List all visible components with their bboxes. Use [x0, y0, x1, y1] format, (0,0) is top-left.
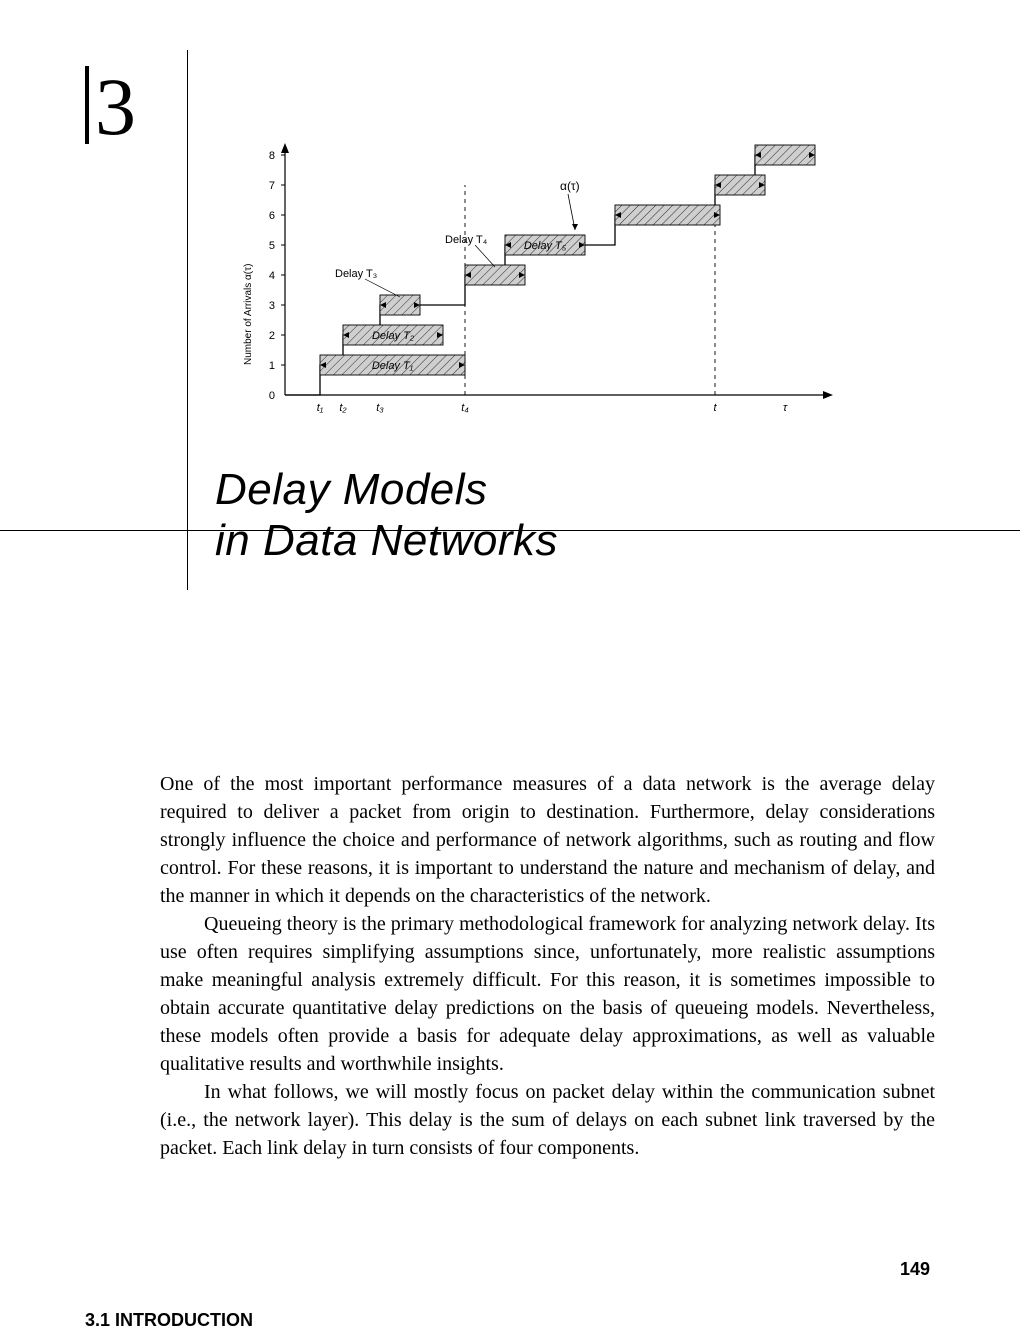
page-number: 149 — [900, 1259, 930, 1280]
svg-text:Delay T₂: Delay T₂ — [372, 330, 415, 342]
chapter-number-text: 3 — [95, 61, 136, 152]
svg-text:8: 8 — [269, 150, 275, 162]
chapter-title-line1: Delay Models — [215, 465, 488, 514]
paragraph-3: In what follows, we will mostly focus on… — [160, 1078, 935, 1162]
body-text: One of the most important performance me… — [160, 770, 935, 1162]
svg-text:t₃: t₃ — [376, 402, 384, 414]
svg-text:Delay T₁: Delay T₁ — [372, 360, 414, 372]
svg-text:Delay T₃: Delay T₃ — [335, 268, 377, 280]
chapter-title-line2: in Data Networks — [215, 516, 558, 565]
chapter-title: Delay Models in Data Networks — [215, 465, 558, 566]
arrivals-chart: 0 1 2 3 4 5 6 7 8 Delay T₁ Delay T₂ Delay T₃ Delay T… — [225, 135, 845, 425]
paragraph-2: Queueing theory is the primary methodolo… — [160, 910, 935, 1078]
section-heading: 3.1 INTRODUCTION — [85, 1310, 253, 1331]
svg-text:t₄: t₄ — [461, 402, 468, 414]
svg-text:1: 1 — [269, 360, 275, 372]
svg-text:2: 2 — [269, 330, 275, 342]
svg-text:7: 7 — [269, 180, 275, 192]
paragraph-1: One of the most important performance me… — [160, 770, 935, 910]
svg-text:6: 6 — [269, 210, 275, 222]
svg-text:α(τ): α(τ) — [560, 179, 580, 193]
svg-text:0: 0 — [269, 390, 275, 402]
svg-text:τ: τ — [783, 402, 788, 414]
svg-text:t: t — [713, 402, 717, 414]
svg-text:t₂: t₂ — [339, 402, 347, 414]
svg-text:Delay T₄: Delay T₄ — [445, 234, 488, 246]
horizontal-rule — [0, 530, 1020, 531]
svg-text:3: 3 — [269, 300, 275, 312]
vertical-rule — [187, 50, 188, 590]
y-axis-label: Number of Arrivals α(τ) — [243, 264, 254, 365]
svg-text:t₁: t₁ — [317, 402, 324, 414]
svg-text:Delay T₅: Delay T₅ — [524, 240, 567, 252]
svg-text:4: 4 — [269, 270, 275, 282]
chapter-number: 3 — [85, 60, 136, 154]
svg-text:5: 5 — [269, 240, 275, 252]
